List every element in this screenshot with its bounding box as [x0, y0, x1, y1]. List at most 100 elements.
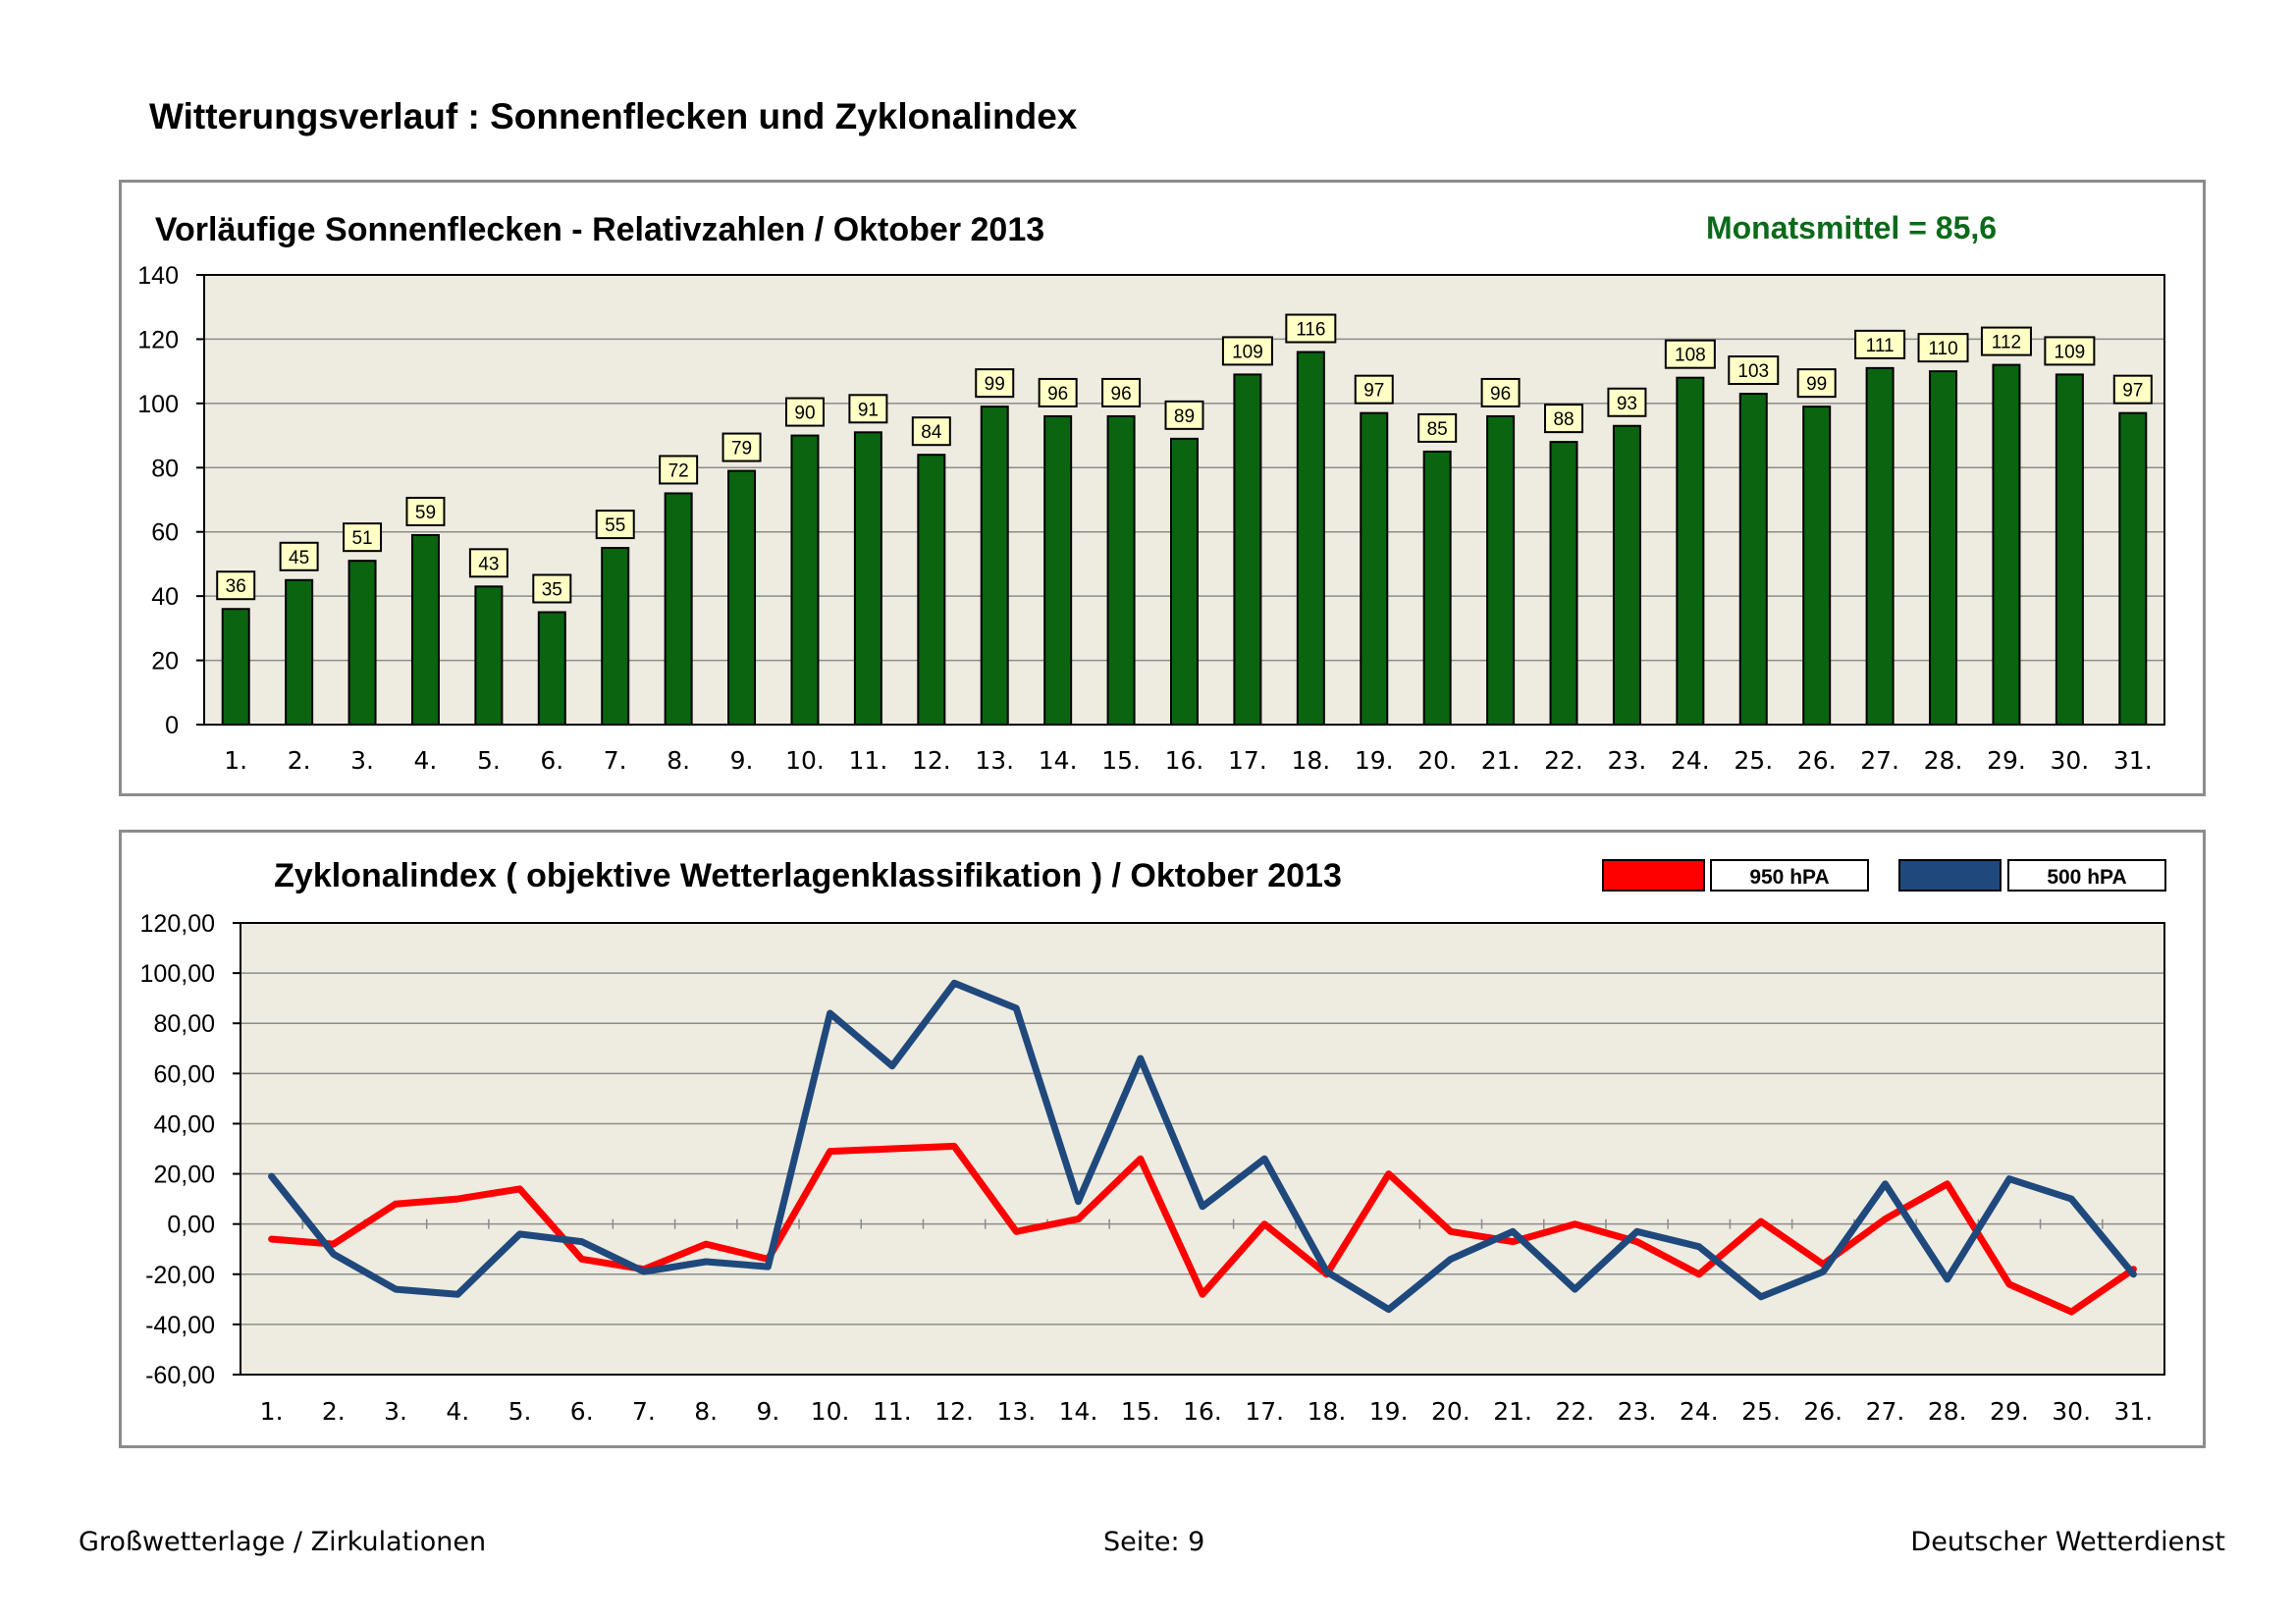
cyclonal-x-tick-label: 11.: [873, 1397, 912, 1426]
sunspot-x-tick-label: 1.: [224, 746, 247, 775]
sunspot-x-tick-label: 21.: [1481, 746, 1521, 775]
cyclonal-x-tick-label: 14.: [1059, 1397, 1098, 1426]
sunspot-value-label: 59: [415, 503, 436, 523]
sunspot-x-tick-label: 31.: [2113, 746, 2153, 775]
cyclonal-y-tick-label: 60,00: [153, 1060, 215, 1088]
page-title: Witterungsverlauf : Sonnenflecken und Zy…: [149, 96, 1078, 136]
sunspot-bar: [1549, 441, 1578, 726]
sunspot-value-label-box: [1796, 368, 1837, 399]
sunspot-bar: [1802, 406, 1832, 726]
sunspot-bar: [285, 578, 314, 726]
sunspot-value-label: 111: [1866, 336, 1895, 356]
sunspot-value-label: 72: [668, 460, 689, 481]
sunspot-value-label: 99: [1806, 374, 1827, 395]
sunspot-value-label: 89: [1174, 406, 1195, 427]
sunspot-value-label: 109: [1232, 342, 1263, 362]
sunspot-value-label: 45: [289, 548, 309, 568]
cyclonal-x-tick-label: 16.: [1183, 1397, 1222, 1426]
cyclonal-x-tick-label: 19.: [1369, 1397, 1409, 1426]
sunspot-x-tick-label: 19.: [1355, 746, 1394, 775]
sunspot-value-label: 93: [1617, 394, 1637, 414]
sunspot-bar: [1360, 411, 1389, 726]
sunspot-bar: [1043, 414, 1073, 726]
legend-label-box: [2007, 859, 2166, 892]
sunspot-value-label-box: [1480, 377, 1521, 407]
sunspot-bar: [1486, 414, 1516, 726]
cyclonal-x-tick-label: 30.: [2052, 1397, 2091, 1426]
cyclonal-y-tick-label: 0,00: [167, 1212, 215, 1239]
sunspot-value-label-box: [1664, 339, 1716, 369]
sunspot-value-label: 43: [478, 554, 499, 574]
cyclonal-x-tick-label: 27.: [1866, 1397, 1905, 1426]
cyclonal-x-tick-label: 1.: [260, 1397, 284, 1426]
cyclonal-y-tick-label: 100,00: [140, 960, 215, 988]
legend-swatch-950: [1602, 859, 1705, 892]
cyclonal-y-tick-label: -20,00: [145, 1262, 215, 1289]
legend-swatch-500: [1898, 859, 2002, 892]
sunspot-x-tick-label: 28.: [1924, 746, 1963, 775]
sunspot-bar: [790, 434, 820, 726]
cyclonal-chart-title: Zyklonalindex ( objektive Wetterlagenkla…: [274, 857, 1342, 894]
legend-label-box: [1710, 859, 1869, 892]
sunspot-y-tick-label: 0: [165, 712, 179, 739]
sunspot-bar: [1170, 437, 1199, 726]
cyclonal-x-tick-label: 9.: [756, 1397, 779, 1426]
sunspot-value-label-box: [784, 397, 825, 427]
sunspot-bar: [2055, 373, 2084, 726]
sunspot-value-label: 55: [605, 515, 625, 536]
sunspot-value-label: 96: [1111, 384, 1132, 405]
sunspot-y-tick-label: 140: [137, 262, 179, 290]
sunspot-bar: [727, 469, 757, 726]
sunspot-bar: [537, 611, 566, 726]
cyclonal-x-tick-label: 31.: [2114, 1397, 2154, 1426]
cyclonal-x-tick-label: 25.: [1741, 1397, 1781, 1426]
sunspot-value-label-box: [659, 455, 699, 485]
sunspot-value-label-box: [911, 416, 951, 447]
series-line-500-hpa: [268, 979, 2137, 1314]
sunspot-x-tick-label: 14.: [1039, 746, 1078, 775]
sunspot-y-tick-label: 40: [151, 583, 179, 611]
sunspot-x-tick-label: 15.: [1101, 746, 1141, 775]
sunspot-bar: [347, 560, 377, 727]
sunspot-value-label-box: [595, 510, 635, 540]
sunspot-bar: [1676, 376, 1705, 726]
cyclonal-x-tick-label: 18.: [1308, 1397, 1347, 1426]
sunspot-bar: [664, 492, 693, 727]
sunspot-value-label: 116: [1296, 320, 1325, 341]
footer-section-label: Großwetterlage / Zirkulationen: [79, 1527, 487, 1557]
sunspot-value-label-box: [1607, 387, 1647, 417]
sunspot-bar: [853, 431, 882, 726]
sunspot-value-label: 91: [858, 400, 879, 420]
sunspot-value-label-box: [1417, 412, 1458, 443]
sunspot-x-tick-label: 4.: [414, 746, 438, 775]
sunspot-value-label: 99: [985, 374, 1005, 395]
sunspot-x-tick-label: 18.: [1291, 746, 1330, 775]
sunspot-value-label: 97: [2122, 381, 2143, 402]
cyclonal-x-tick-label: 6.: [570, 1397, 594, 1426]
cyclonal-y-tick-label: -40,00: [145, 1312, 215, 1339]
sunspot-value-label-box: [1544, 404, 1584, 434]
sunspot-value-label: 96: [1490, 384, 1511, 405]
sunspot-y-tick-label: 60: [151, 519, 179, 547]
sunspot-x-tick-label: 12.: [912, 746, 951, 775]
legend-label-500: 500 hPA: [2047, 866, 2126, 889]
sunspot-value-label: 79: [731, 439, 752, 460]
sunspot-x-tick-label: 13.: [975, 746, 1014, 775]
sunspot-x-tick-label: 9.: [730, 746, 754, 775]
sunspot-bar: [221, 608, 250, 727]
sunspot-value-label-box: [1917, 333, 1969, 363]
sunspot-value-label: 109: [2055, 342, 2086, 362]
sunspot-x-tick-label: 11.: [849, 746, 888, 775]
sunspot-value-label-box: [468, 548, 508, 578]
sunspot-value-label-box: [1980, 326, 2032, 356]
sunspot-value-label: 36: [226, 576, 246, 597]
sunspot-x-tick-label: 27.: [1860, 746, 1899, 775]
sunspot-x-tick-label: 24.: [1671, 746, 1710, 775]
cyclonal-y-tick-label: 20,00: [153, 1162, 215, 1189]
cyclonal-plot-area: [240, 923, 2164, 1375]
sunspot-value-label-box: [975, 368, 1015, 399]
sunspot-value-label-box: [532, 573, 572, 604]
sunspot-value-label-box: [279, 541, 319, 571]
sunspot-value-label-box: [1728, 355, 1780, 386]
cyclonal-x-tick-label: 22.: [1555, 1397, 1594, 1426]
